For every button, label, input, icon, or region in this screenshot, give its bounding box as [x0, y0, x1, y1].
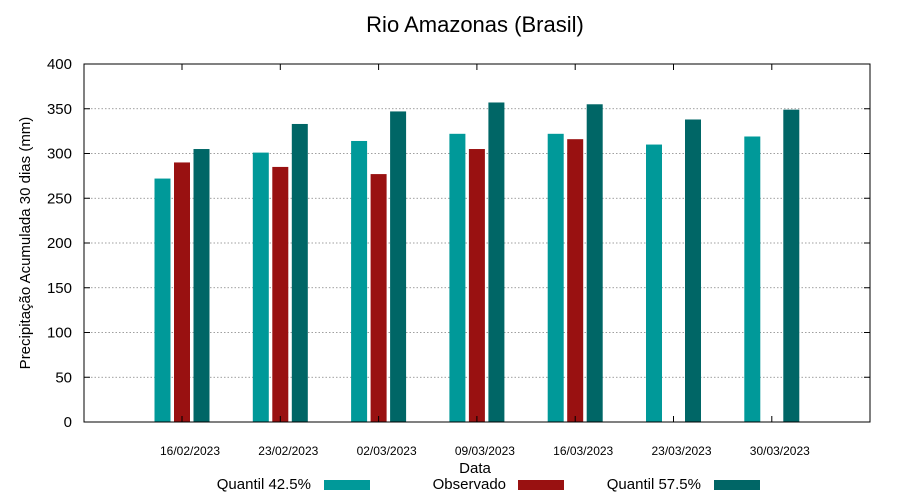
- bar-quantil-57: [488, 102, 505, 423]
- x-tick-label: 16/03/2023: [553, 444, 613, 458]
- y-tick-label: 150: [47, 280, 72, 297]
- bar-observado: [370, 174, 387, 422]
- bar-quantil-42: [449, 133, 466, 422]
- bar-observado: [567, 139, 584, 422]
- bar-quantil-57: [783, 109, 800, 423]
- bar-observado: [468, 149, 485, 422]
- bar-quantil-42: [547, 133, 564, 422]
- y-tick-label: 250: [47, 190, 72, 207]
- x-tick-label: 30/03/2023: [750, 444, 810, 458]
- legend-label: Quantil 57.5%: [607, 476, 701, 493]
- bar-quantil-57: [193, 149, 210, 422]
- bar-observado: [272, 166, 289, 422]
- bar-quantil-42: [351, 140, 368, 422]
- chart-title: Rio Amazonas (Brasil): [366, 12, 584, 37]
- x-tick-label: 02/03/2023: [357, 444, 417, 458]
- x-tick-label: 23/02/2023: [258, 444, 318, 458]
- bar-quantil-57: [390, 111, 407, 422]
- y-tick-label: 350: [47, 101, 72, 118]
- y-tick-label: 100: [47, 325, 72, 342]
- bar-quantil-57: [685, 119, 701, 423]
- x-tick-label: 23/03/2023: [651, 444, 711, 458]
- bars: [154, 102, 800, 423]
- y-tick-label: 200: [47, 235, 72, 252]
- x-tick-label: 09/03/2023: [455, 444, 515, 458]
- y-tick-label: 0: [64, 414, 72, 431]
- y-tick-label: 400: [47, 56, 72, 73]
- bar-quantil-57: [586, 104, 603, 423]
- legend-label: Quantil 42.5%: [217, 476, 311, 493]
- legend: Quantil 42.5% Observado Quantil 57.5%: [217, 476, 760, 493]
- legend-swatch: [518, 480, 564, 490]
- x-tick-label: 16/02/2023: [160, 444, 220, 458]
- x-axis-ticks: 16/02/2023 23/02/2023 02/03/2023 09/03/2023…: [160, 64, 810, 458]
- bar-quantil-42: [252, 152, 269, 423]
- bar-quantil-42: [154, 178, 171, 422]
- bar-quantil-42: [646, 144, 662, 423]
- y-axis-label: Precipitação Acumulada 30 dias (mm): [17, 117, 34, 370]
- legend-swatch: [714, 480, 760, 490]
- y-tick-label: 300: [47, 146, 72, 163]
- bar-quantil-42: [744, 136, 761, 422]
- x-axis-label: Data: [459, 460, 491, 477]
- bar-quantil-57: [291, 123, 308, 422]
- legend-label: Observado: [433, 476, 506, 493]
- y-tick-label: 50: [55, 369, 72, 386]
- bar-observado: [174, 162, 190, 422]
- y-axis-ticks: 0 50 100 150 200 250 300 350 400: [47, 56, 870, 431]
- legend-swatch: [324, 480, 370, 490]
